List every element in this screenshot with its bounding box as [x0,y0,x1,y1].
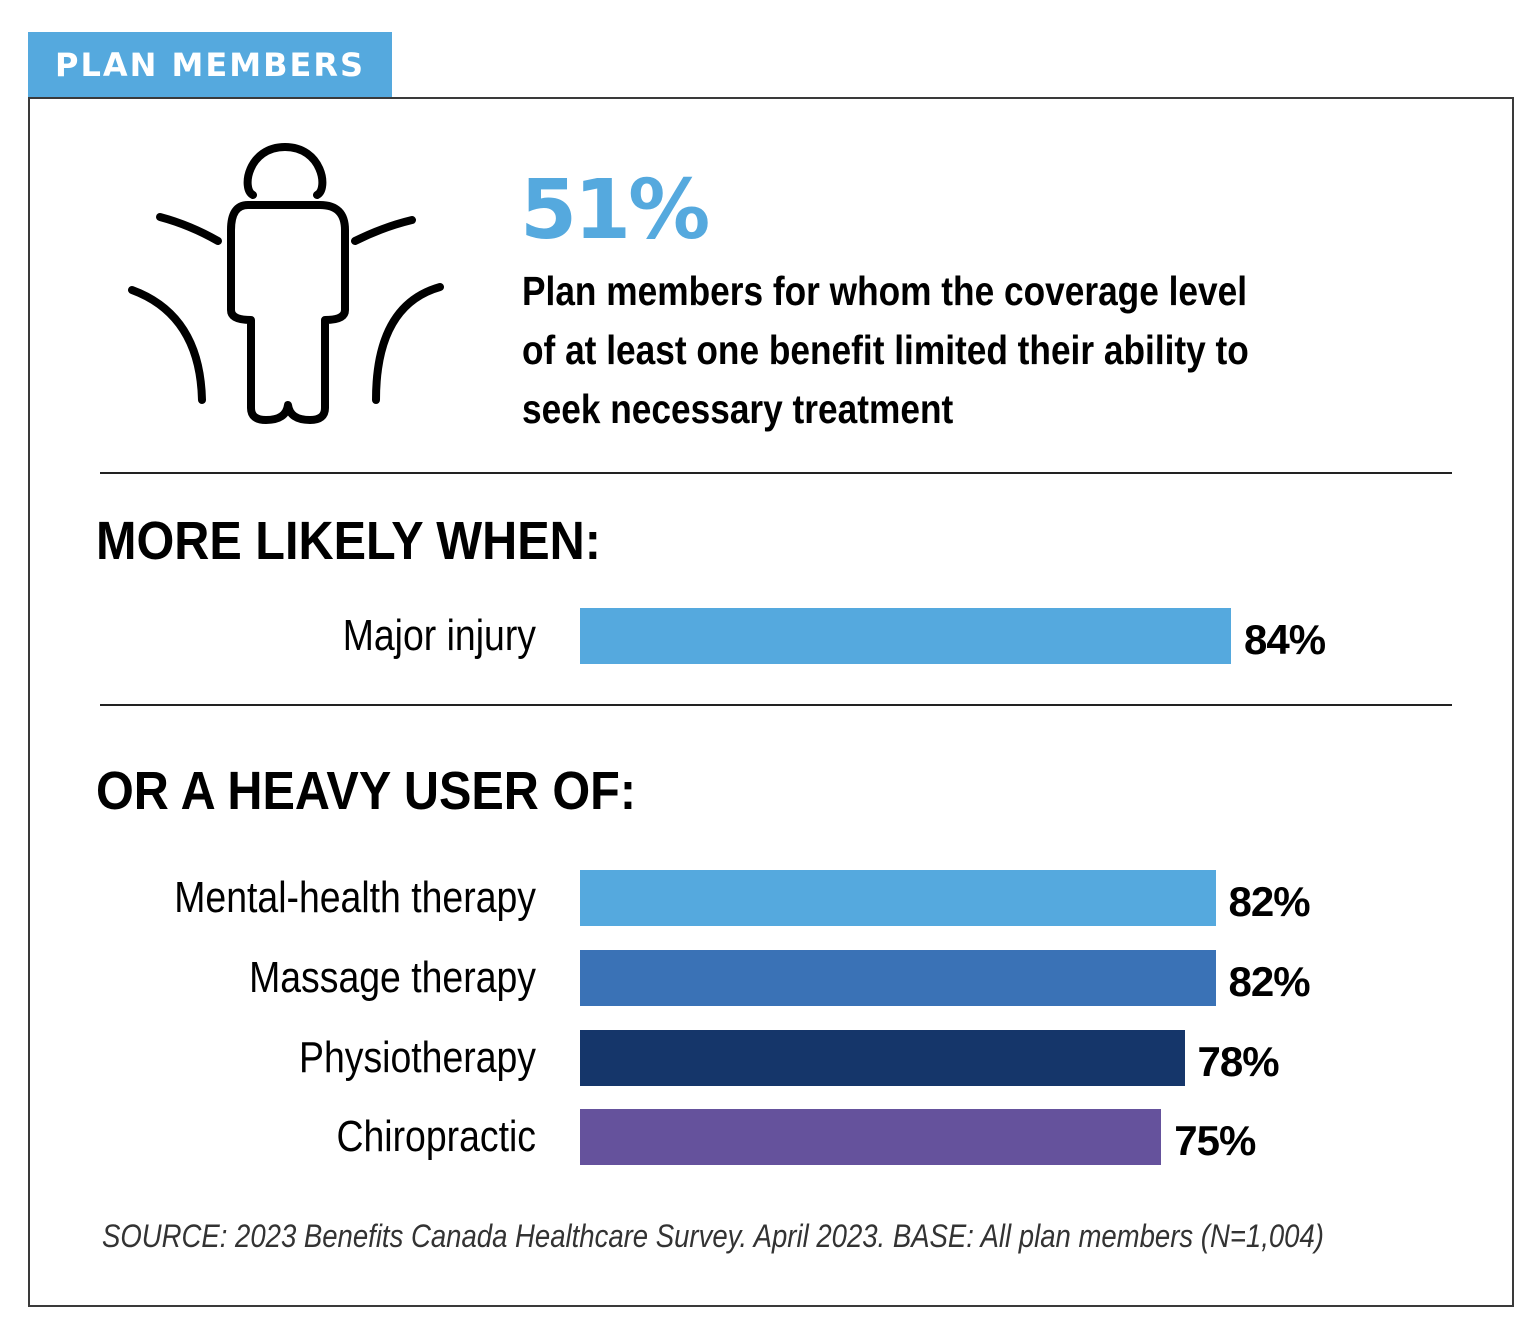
person-with-arcs-icon [128,143,444,424]
bar-label-mental-health: Mental-health therapy [174,873,537,922]
description-line: Plan members for whom the coverage level [522,268,1248,314]
bar-label-physiotherapy: Physiotherapy [298,1033,536,1082]
section-title-more-likely: MORE LIKELY WHEN: [96,511,601,571]
bar-value-physiotherapy: 78% [1197,1038,1280,1085]
bar-chiropractic [580,1109,1162,1165]
bar-mental-health [580,870,1216,926]
bar-label-massage: Massage therapy [249,953,536,1002]
left-top-arc [156,213,222,245]
bar-value-massage: 82% [1228,958,1311,1005]
source-note: SOURCE: 2023 Benefits Canada Healthcare … [102,1218,1324,1254]
divider-top [100,472,1452,474]
description-line: seek necessary treatment [522,386,954,432]
person-body [227,201,349,424]
plan-members-tab: PLAN MEMBERS [28,32,392,98]
bar-label-chiropractic: Chiropractic [336,1112,536,1161]
right-bottom-arc [372,283,444,404]
left-bottom-arc [128,286,206,404]
bar-value-mental-health: 82% [1228,878,1311,925]
bar-physiotherapy [580,1030,1185,1086]
description-line: of at least one benefit limited their ab… [522,327,1249,373]
bar-label-major-injury: Major injury [342,611,536,660]
bar-value-chiropractic: 75% [1174,1117,1256,1164]
section-title-heavy-user: OR A HEAVY USER OF: [96,761,637,821]
right-top-arc [351,216,416,245]
person-head [243,143,327,199]
headline-description: Plan members for whom the coverage level… [522,262,1296,439]
bar-massage [580,950,1216,1006]
bar-value-major-injury: 84% [1244,616,1326,663]
headline-stat: 51% [520,163,710,258]
infographic-frame [28,97,1514,1307]
bar-major-injury [580,608,1231,664]
divider-middle [100,704,1452,706]
